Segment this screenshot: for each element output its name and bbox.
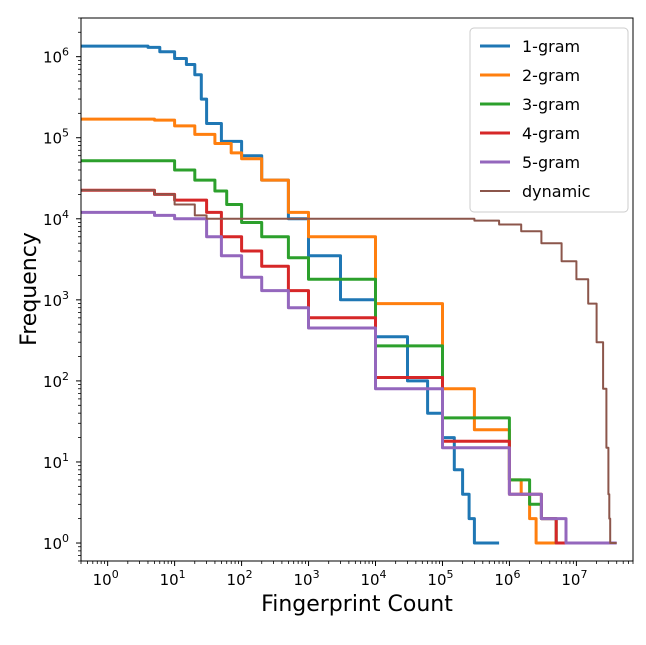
x-tick-label: 103 xyxy=(293,568,319,589)
y-tick-label: 101 xyxy=(43,451,69,472)
legend-label: 2-gram xyxy=(522,66,580,85)
legend-label: 5-gram xyxy=(522,153,580,172)
x-tick-label: 106 xyxy=(494,568,520,589)
series-line-4-gram xyxy=(81,188,566,545)
plot-frame xyxy=(80,17,634,562)
series-line-dynamic xyxy=(81,189,617,544)
y-tick-label: 105 xyxy=(43,127,69,148)
series-layer xyxy=(81,44,617,545)
tick-layer: 100 101 102 103 104 105 106 107 100 101 102 103 104 1… xyxy=(43,17,634,589)
legend-label: dynamic xyxy=(522,182,590,201)
y-tick-label: 100 xyxy=(43,532,69,553)
y-tick-label: 102 xyxy=(43,370,69,391)
x-tick-label: 107 xyxy=(561,568,587,589)
x-axis-title: Fingerprint Count xyxy=(261,592,453,617)
y-tick-label: 104 xyxy=(43,208,69,229)
y-tick-label: 106 xyxy=(43,46,69,67)
series-line-5-gram xyxy=(81,210,617,545)
series-line-3-gram xyxy=(81,159,562,545)
x-tick-label: 101 xyxy=(160,568,186,589)
x-tick-label: 102 xyxy=(227,568,253,589)
y-tick-label: 103 xyxy=(43,289,69,310)
x-tick-label: 100 xyxy=(93,568,119,589)
legend: 1-gram 2-gram 3-gram 4-gram 5-gram dynamic xyxy=(469,27,629,213)
series-line-1-gram xyxy=(81,44,500,545)
legend-label: 3-gram xyxy=(522,95,580,114)
legend-label: 4-gram xyxy=(522,124,580,143)
y-axis-title: Frequency xyxy=(17,232,42,346)
legend-label: 1-gram xyxy=(522,37,580,56)
x-tick-label: 105 xyxy=(427,568,453,589)
x-tick-label: 104 xyxy=(360,568,386,589)
